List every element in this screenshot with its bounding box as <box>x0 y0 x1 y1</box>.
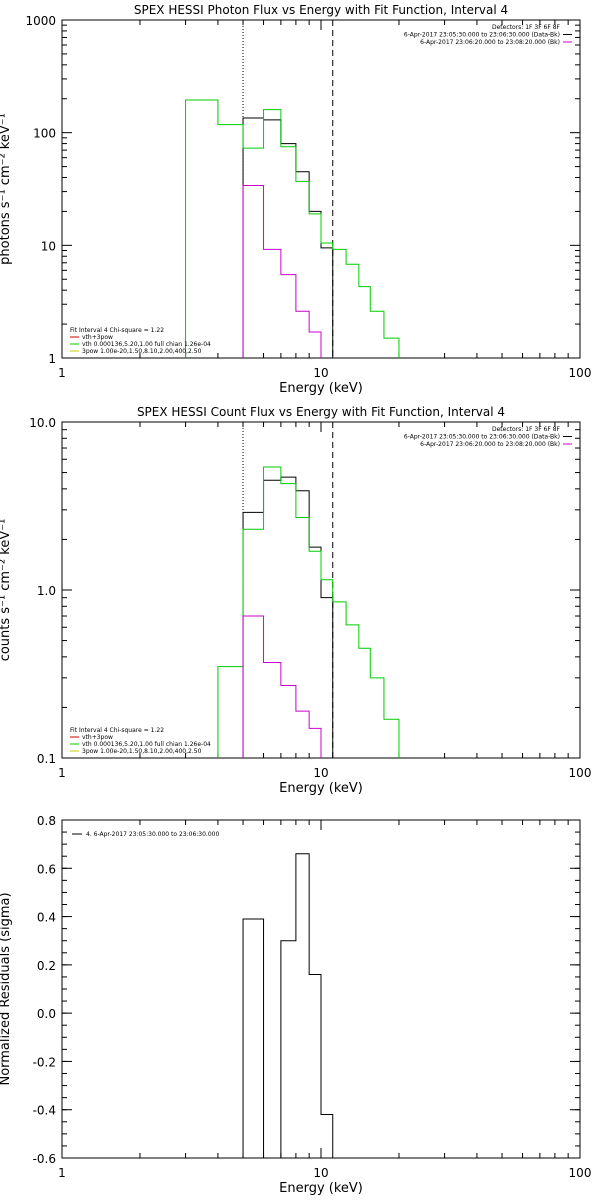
y-tick-label: -0.2 <box>33 1055 56 1069</box>
y-axis-label: Normalized Residuals (sigma) <box>0 892 13 1085</box>
legend-right-label: 6-Apr-2017 23:05:30.000 to 23:06:30.000 … <box>404 434 560 441</box>
y-tick-label: 0.2 <box>37 959 56 973</box>
x-tick-label: 1 <box>58 766 66 780</box>
y-tick-label: 10 <box>41 239 56 253</box>
legend-left-label: vth+3pow <box>82 334 113 341</box>
x-tick-label: 10 <box>313 366 328 380</box>
x-tick-label: 10 <box>313 1166 328 1180</box>
x-tick-label: 100 <box>569 1166 592 1180</box>
legend-right-label: 6-Apr-2017 23:06:20.000 to 23:08:20.000 … <box>420 39 560 46</box>
y-axis-label: counts s⁻¹ cm⁻² keV⁻¹ <box>0 519 13 662</box>
x-tick-label: 1 <box>58 366 66 380</box>
y-tick-label: 100 <box>33 127 56 141</box>
series-0-histogram <box>242 117 334 358</box>
legend-left-label: vth 0.000136,5.20,1.00 full chian 1.26e-… <box>82 341 211 348</box>
series-0-histogram <box>242 853 334 1158</box>
legend-left-label: 3pow 1.00e-20,1.50,8.10,2.00,400,2.50 <box>82 348 202 355</box>
legend-right-label: Detectors: 1F 3F 6F 8F <box>492 426 561 433</box>
legend-right-label: Detectors: 1F 3F 6F 8F <box>492 24 561 31</box>
y-tick-label: 1 <box>48 352 56 366</box>
y-axis-label: photons s⁻¹ cm⁻² keV⁻¹ <box>0 113 13 265</box>
legend-right-label: 6-Apr-2017 23:06:20.000 to 23:08:20.000 … <box>420 441 560 448</box>
x-tick-label: 100 <box>569 366 592 380</box>
y-tick-label: 1000 <box>25 14 56 28</box>
legend-left-label: vth 0.000136,5.20,1.00 full chian 1.26e-… <box>82 741 211 748</box>
series-2-histogram <box>242 184 322 358</box>
x-tick-label: 100 <box>569 766 592 780</box>
y-tick-label: 10.0 <box>29 416 56 430</box>
residuals-panel: 1 10 100 -0.6 -0.4 -0.2 0.0 0.2 0.4 0.6 0.8 Energy … <box>0 814 591 1196</box>
legend-left-label: 3pow 1.00e-20,1.50,8.10,2.00,400,2.50 <box>82 748 202 755</box>
photon-flux-panel: SPEX HESSI Photon Flux vs Energy with Fi… <box>0 3 591 396</box>
x-axis-label: Energy (keV) <box>279 381 363 396</box>
x-axis-label: Energy (keV) <box>279 1181 363 1196</box>
series-1-histogram <box>217 466 400 758</box>
y-tick-label: 0.6 <box>37 862 56 876</box>
y-tick-label: 0.4 <box>37 911 56 925</box>
x-axis-label: Energy (keV) <box>279 781 363 796</box>
y-tick-label: -0.4 <box>33 1104 56 1118</box>
series-1-histogram <box>185 99 400 358</box>
x-tick-label: 1 <box>58 1166 66 1180</box>
y-tick-label: 0.8 <box>37 814 56 828</box>
series-2-histogram <box>242 615 322 758</box>
series-0-histogram <box>242 476 334 758</box>
legend-left-label: Fit Interval 4 Chi-square = 1.22 <box>70 727 164 734</box>
plot-frame <box>61 19 581 359</box>
legend-left-label: 4. 6-Apr-2017 23:05:30.000 to 23:06:30.0… <box>86 831 219 838</box>
legend-right-label: 6-Apr-2017 23:05:30.000 to 23:06:30.000 … <box>404 32 560 39</box>
y-tick-label: 0.0 <box>37 1007 56 1021</box>
y-tick-label: 1.0 <box>37 584 56 598</box>
legend-left-label: Fit Interval 4 Chi-square = 1.22 <box>70 327 164 334</box>
chart-title: SPEX HESSI Count Flux vs Energy with Fit… <box>137 405 505 419</box>
y-tick-label: -0.6 <box>33 1152 56 1166</box>
y-tick-label: 0.1 <box>37 752 56 766</box>
legend-left-label: vth+3pow <box>82 734 113 741</box>
x-tick-label: 10 <box>313 766 328 780</box>
chart-title: SPEX HESSI Photon Flux vs Energy with Fi… <box>134 3 508 17</box>
count-flux-panel: SPEX HESSI Count Flux vs Energy with Fit… <box>0 405 591 796</box>
